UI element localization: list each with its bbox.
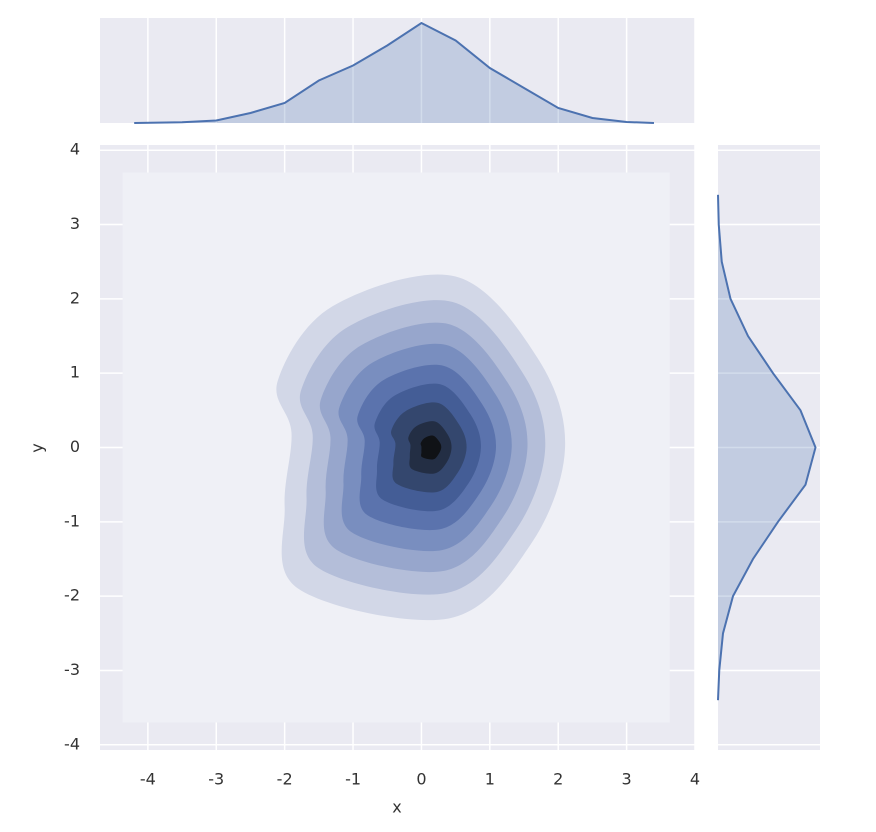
y-tick-label: -1 (64, 511, 80, 530)
marginal-x-line (134, 21, 655, 124)
x-tick-label: 2 (553, 770, 563, 789)
x-axis-label: x (392, 798, 401, 817)
contour (420, 435, 442, 460)
y-tick-label: 0 (70, 437, 80, 456)
x-tick-label: -3 (208, 770, 224, 789)
marginal-x-area (134, 23, 654, 123)
y-tick-label: -3 (64, 660, 80, 679)
y-tick-label: 4 (70, 140, 80, 159)
x-tick-label: 0 (416, 770, 426, 789)
marginal-y-line (717, 194, 817, 701)
y-tick-label: 3 (70, 214, 80, 233)
y-axis-label: y (28, 443, 47, 452)
x-tick-label: 4 (690, 770, 700, 789)
marginal-y-area (718, 194, 816, 701)
y-tick-label: 2 (70, 288, 80, 307)
y-tick-label: 1 (70, 363, 80, 382)
x-tick-label: -2 (277, 770, 293, 789)
y-tick-label: -2 (64, 586, 80, 605)
x-tick-label: -1 (345, 770, 361, 789)
x-tick-label: -4 (140, 770, 156, 789)
x-tick-label: 3 (622, 770, 632, 789)
top-panel (100, 18, 695, 123)
y-tick-label: -4 (64, 734, 80, 753)
x-tick-label: 1 (485, 770, 495, 789)
